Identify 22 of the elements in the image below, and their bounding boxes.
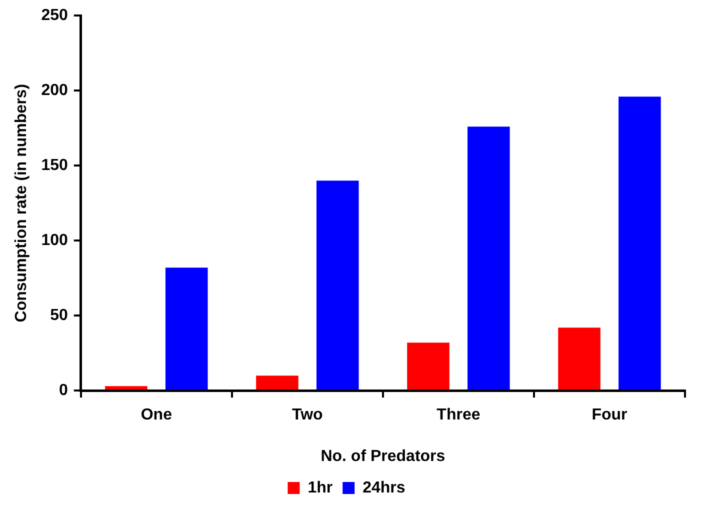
x-tick-label: Two bbox=[292, 406, 324, 424]
y-axis-title: Consumption rate (in numbers) bbox=[13, 84, 30, 322]
x-axis-title: No. of Predators bbox=[320, 448, 446, 465]
y-tick-label: 100 bbox=[41, 232, 68, 250]
bar bbox=[105, 386, 148, 390]
y-tick-label: 250 bbox=[41, 7, 68, 24]
bar bbox=[618, 96, 661, 390]
y-tick-label: 0 bbox=[58, 382, 68, 400]
bar bbox=[468, 126, 510, 390]
x-tick-label: One bbox=[140, 406, 172, 424]
legend-label: 1hr bbox=[308, 479, 333, 496]
y-tick-label: 150 bbox=[41, 157, 68, 174]
x-tick-label: Three bbox=[436, 406, 480, 424]
y-tick-label: 200 bbox=[41, 82, 68, 100]
bar bbox=[256, 376, 298, 390]
bar bbox=[165, 268, 208, 390]
x-tick-label: Four bbox=[592, 406, 628, 424]
y-tick-label: 50 bbox=[50, 307, 68, 324]
bar bbox=[558, 328, 600, 390]
legend-label: 24hrs bbox=[362, 479, 406, 496]
bar bbox=[407, 342, 450, 390]
bar bbox=[316, 180, 359, 390]
